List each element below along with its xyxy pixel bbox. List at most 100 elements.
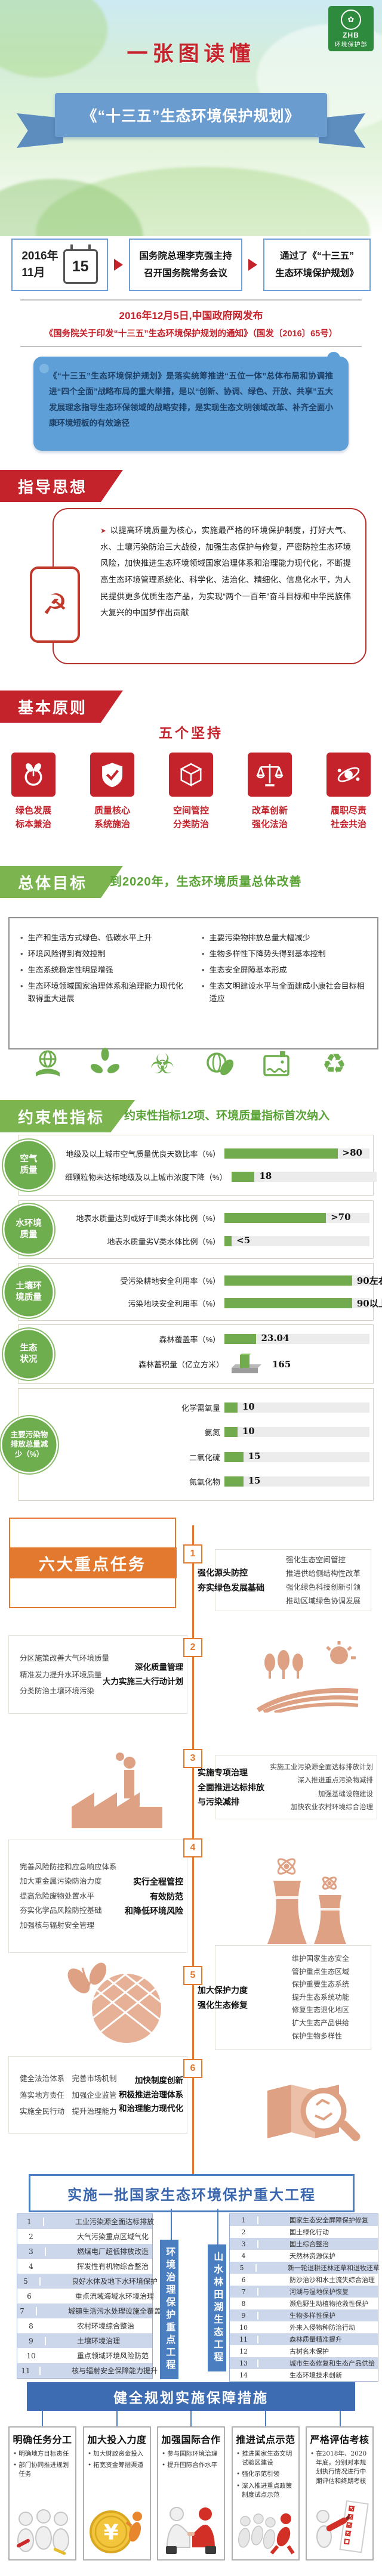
task-badge-3: 3 xyxy=(183,1749,202,1768)
section-title-goal: 总体目标 xyxy=(0,866,123,898)
table-row: 1 国家生态安全屏障保护修复 xyxy=(230,2214,378,2226)
air-quality-badge: 空气 质量 xyxy=(3,1140,54,1191)
bar-track: 18 xyxy=(231,1171,377,1182)
indicator-row: 污染地块安全利用率（%） 90以上 xyxy=(128,1298,382,1309)
goal-bullet: • 生态系统稳定性明显增强 xyxy=(20,965,113,975)
table-row: 6 重点流域海域水环境治理 xyxy=(17,2289,154,2303)
indicator-row: 地级及以上城市空气质量优良天数比率（%） >80 xyxy=(65,1147,373,1159)
indicators-subtitle: 约束性指标12项、环境质量指标首次纳入 xyxy=(124,1110,330,1122)
farm-field-icon xyxy=(256,1640,359,1716)
eco-icon-strip: ☣ ♻ xyxy=(0,1045,382,1083)
approval-line1: 通过了《“十三五” xyxy=(279,250,354,261)
title-ribbon: 《“十三五”生态环境保护规划》 xyxy=(0,88,382,154)
recycle-icon: ♻ xyxy=(322,1048,347,1079)
arrow-right-icon xyxy=(114,259,123,271)
calendar-icon: 15 xyxy=(63,244,98,284)
table-row: 3 燃煤电厂超低排放改造 xyxy=(17,2244,152,2259)
podium-icon xyxy=(232,1353,261,1373)
task-box-1: 强化源头防控 夯实绿色发展基础 强化生态空间管控 推进供给侧结构性改革 强化绿色科… xyxy=(198,1549,371,1611)
date-box: 2016年 11月 15 xyxy=(11,239,108,291)
logo-org: 环境保护部 xyxy=(334,41,368,48)
map-magnifier-icon xyxy=(257,2068,364,2157)
indicator-row: 二氧化硫 15 xyxy=(65,1451,373,1463)
principle-item: 空间管控 分类防治 xyxy=(165,753,217,832)
table-row: 10 重点领域环境风险防范 xyxy=(17,2348,152,2363)
ecology-badge: 生态 状况 xyxy=(3,1329,54,1380)
logo-abbr: ZHB xyxy=(343,30,359,39)
bar-track: 10 xyxy=(224,1426,369,1438)
principle-item: 履职尽责 社会共治 xyxy=(322,753,375,832)
event-month: 11月 xyxy=(21,267,45,279)
task-box-6: 健全法治体系 完善市场机制 落实地方责任 加强企业监管 实施全民行动 提升治理能… xyxy=(8,2056,187,2134)
page-title: 《“十三五”生态环境保护规划》 xyxy=(82,108,300,125)
bar-track: >70 xyxy=(224,1212,369,1224)
connector-line xyxy=(171,2209,172,2240)
bar-fill xyxy=(231,1172,255,1182)
safeguard-col-3: 加强国际合作 • 参与国际环境治理 • 提升国际合作水平 xyxy=(157,2426,225,2560)
main-title-banner: 《“十三五”生态环境保护规划》 xyxy=(55,93,327,137)
major-projects-section: 实施一批国家生态环境保护重大工程 1 工业污染源全面达标排放 2 大气污染重点区域气… xyxy=(0,2171,382,2382)
ministry-logo: ✿ ZHB 环境保护部 xyxy=(328,6,374,51)
section-title-indicators: 约束性指标 xyxy=(0,1100,135,1132)
panel-ecology: 生态 状况 森林覆盖率（%） 23.04 森林蓄积量（亿立方米） 165 xyxy=(3,1324,374,1384)
goal-box: • 生产和生活方式绿色、低碳水平上升 • 环境风险得到有效控制 • 生态系统稳定性明显… xyxy=(8,917,378,1049)
tagline: 一张图读懂 xyxy=(127,42,255,66)
goal-col-right: • 主要污染物排放总量大幅减少 • 生物多样性下降势头得到基本控制 • 生态安全屏障基… xyxy=(193,927,375,1040)
panel-air-quality: 空气 质量 地级及以上城市空气质量优良天数比率（%） >80 细颗粒物未达标地级及… xyxy=(3,1135,377,1196)
coin-icon: ¥ xyxy=(84,2501,150,2559)
connector-line xyxy=(340,2411,341,2426)
table-row: 10 外来入侵物种防治行动 xyxy=(230,2321,378,2333)
bar-track: 10 xyxy=(224,1401,369,1413)
table-row: 7 河湖与湿地保护恢复 xyxy=(230,2286,378,2298)
table-row: 2 国土绿化行动 xyxy=(230,2226,378,2238)
bar-fill xyxy=(224,1148,338,1159)
panel-pollutants: 主要污染物 排放总量减 少（%） 化学需氧量 10 氨氮 10 二氧化硫 15 氮氧… xyxy=(1,1388,374,1501)
table-row: 12 古树名木保护 xyxy=(230,2345,378,2357)
indicator-row: 细颗粒物未达标地级及以上城市浓度下降（%） 18 xyxy=(65,1171,377,1182)
intro-scroll-box: 《“十三五”生态环境保护规划》是落实统筹推进“五位一体”总体布局和协调推进“四个… xyxy=(33,352,349,451)
task-badge-5: 5 xyxy=(183,1966,202,1985)
connector-line xyxy=(265,2411,266,2426)
indicator-row: 化学需氧量 10 xyxy=(65,1401,373,1413)
guiding-text: 以提高环境质量为核心，实施最严格的环境保护制度，打好大气、水、土壤污染防治三大战… xyxy=(100,526,351,618)
table-row: 9 生物多样性保护 xyxy=(230,2309,378,2321)
party-emblem-icon: ☭ xyxy=(30,566,80,643)
right-projects-label: 山水林田湖生态工程 xyxy=(208,2244,227,2371)
meeting-box: 国务院总理李克强主持 召开国务院常务会议 xyxy=(129,239,242,291)
intro-text: 《“十三五”生态环境保护规划》是落实统筹推进“五位一体”总体布局和协调推进“四个… xyxy=(49,371,333,428)
table-row: 2 大气污染重点区域气化 xyxy=(17,2229,152,2244)
bar-track: 15 xyxy=(224,1475,369,1487)
biohazard-icon: ☣ xyxy=(150,1048,175,1079)
leaf-cycle-icon xyxy=(88,1047,122,1080)
task-box-3: 实施专项治理 全面推进达标排放 与污染减排 实施工业污染源全面达标排放计划 深入推进… xyxy=(198,1755,377,1819)
safeguard-col-5: 严格评估考核 • 在2018年、2020年底，分别对本规划执行情况进行中期评估和终… xyxy=(306,2426,374,2560)
event-timeline: 2016年 11月 15 国务院总理李克强主持 召开国务院常务会议 通过了《“十… xyxy=(0,237,382,292)
svg-text:¥: ¥ xyxy=(103,2521,118,2545)
six-tasks-section: 六大重点任务 1 强化源头防控 夯实绿色发展基础 强化生态空间管控 推进供给侧结构… xyxy=(0,1515,382,2174)
bar-track: 90以上 xyxy=(224,1298,382,1309)
goal-col-left: • 生产和生活方式绿色、低碳水平上升 • 环境风险得到有效控制 • 生态系统稳定性明显… xyxy=(12,927,193,1040)
principles-row: 绿色发展 标本兼治 质量核心 系统施治 空间管控 分类防治 改革创新 强化法治 履职尽责… xyxy=(0,753,382,832)
task-box-5: 加大保护力度 强化生态修复 维护国家生态安全 管护重点生态区域 保护重要生态系统 … xyxy=(198,1945,371,2050)
safeguards-banner: 健全规划实施保障措施 xyxy=(27,2382,355,2411)
task-badge-4: 4 xyxy=(183,1838,202,1857)
publish-date-line: 2016年12月5日,中国政府网发布 xyxy=(119,310,263,321)
orbit-icon xyxy=(326,753,371,797)
left-projects-label: 环境治理保护重点工程 xyxy=(160,2240,179,2379)
guiding-box: ☭ ➤ 以提高环境质量为核心，实施最严格的环境保护制度，打好大气、水、土壤污染防治… xyxy=(30,508,366,664)
goal-headline: 到2020年，生态环境质量总体改善 xyxy=(110,875,302,888)
scales-icon xyxy=(248,753,292,797)
table-row: 1 工业污染源全面达标排放 xyxy=(17,2214,154,2229)
checklist-icon xyxy=(307,2498,372,2559)
meeting-line1: 国务院总理李克强主持 xyxy=(139,250,232,261)
soil-quality-badge: 土壤环 境质量 xyxy=(3,1266,54,1318)
principle-item: 改革创新 强化法治 xyxy=(244,753,296,832)
indicators-panels: 空气 质量 地级及以上城市空气质量优良天数比率（%） >80 细颗粒物未达标地级及… xyxy=(0,1135,382,1504)
goal-bullet: • 生物多样性下降势头得到基本控制 xyxy=(202,949,326,959)
indicator-row: 氨氮 10 xyxy=(65,1426,373,1438)
event-day: 15 xyxy=(72,258,89,275)
connector-line xyxy=(42,2411,43,2426)
connector-line xyxy=(217,2209,218,2244)
